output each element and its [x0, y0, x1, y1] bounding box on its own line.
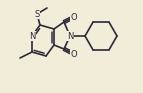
Text: S: S: [34, 9, 40, 19]
Text: O: O: [71, 12, 77, 21]
Text: O: O: [71, 49, 77, 58]
Text: N: N: [67, 32, 73, 40]
Text: N: N: [29, 32, 35, 40]
